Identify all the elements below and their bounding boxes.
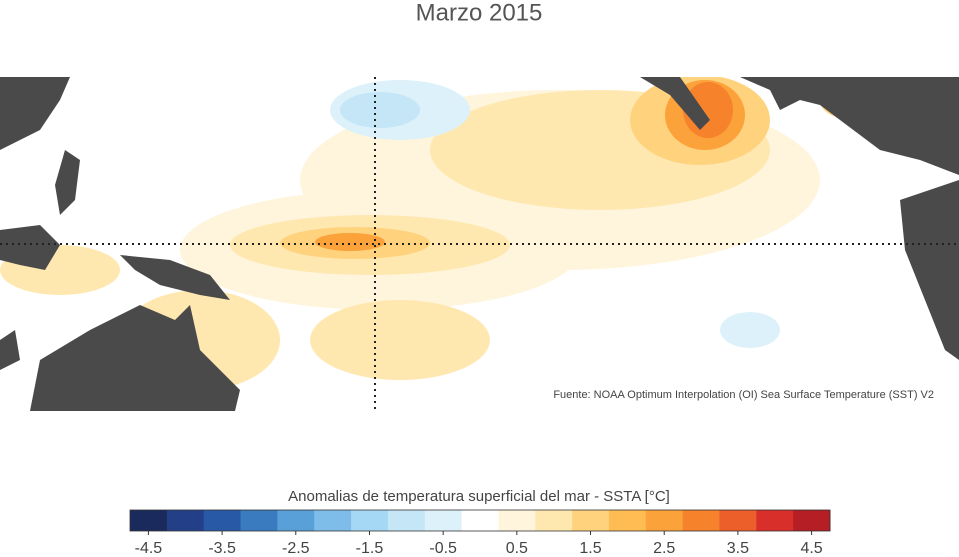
colorbar-tick-label: -3.5	[208, 540, 236, 557]
colorbar-swatch	[240, 510, 278, 531]
colorbar-tick-label: -2.5	[282, 540, 310, 557]
colorbar-swatch	[424, 510, 463, 531]
colorbar-swatch	[203, 510, 242, 531]
colorbar-tick-label: 0.5	[506, 540, 528, 557]
colorbar-swatch	[461, 510, 499, 531]
title: Marzo 2015	[416, 0, 543, 26]
colorbar-swatch	[572, 510, 610, 531]
anomaly-field	[0, 77, 959, 390]
colorbar-swatch	[351, 510, 389, 531]
colorbar-swatch	[756, 510, 794, 531]
land	[0, 77, 959, 411]
colorbar: -4.5 -3.5 -2.5 -1.5 -0.5 0.5 1.5 2.5 3.5 4.5	[129, 509, 831, 557]
colorbar-label: Anomalias de temperatura superficial del…	[288, 488, 670, 505]
colorbar-tick-label: -1.5	[356, 540, 384, 557]
colorbar-swatch	[719, 510, 757, 531]
colorbar-swatch	[277, 510, 315, 531]
colorbar-swatch	[608, 510, 647, 531]
colorbar-tick-label: -0.5	[429, 540, 457, 557]
colorbar-swatch	[645, 510, 684, 531]
map: Fuente: NOAA Optimum Interpolation (OI) …	[0, 77, 959, 411]
colorbar-swatch	[682, 510, 720, 531]
colorbar-tick-label: 3.5	[727, 540, 749, 557]
colorbar-tick-label: 2.5	[653, 540, 675, 557]
colorbar-tick-label: 1.5	[579, 540, 601, 557]
colorbar-swatch	[387, 510, 426, 531]
source: Fuente: NOAA Optimum Interpolation (OI) …	[553, 389, 934, 401]
colorbar-swatch	[535, 510, 573, 531]
colorbar-tick-label: -4.5	[135, 540, 163, 557]
colorbar-swatch	[130, 510, 168, 531]
colorbar-frame	[129, 509, 831, 532]
colorbar-swatch	[498, 510, 536, 531]
colorbar-swatch	[314, 510, 352, 531]
colorbar-swatch	[166, 510, 205, 531]
colorbar-tick-label: 4.5	[800, 540, 822, 557]
colorbar-swatch	[793, 510, 831, 531]
